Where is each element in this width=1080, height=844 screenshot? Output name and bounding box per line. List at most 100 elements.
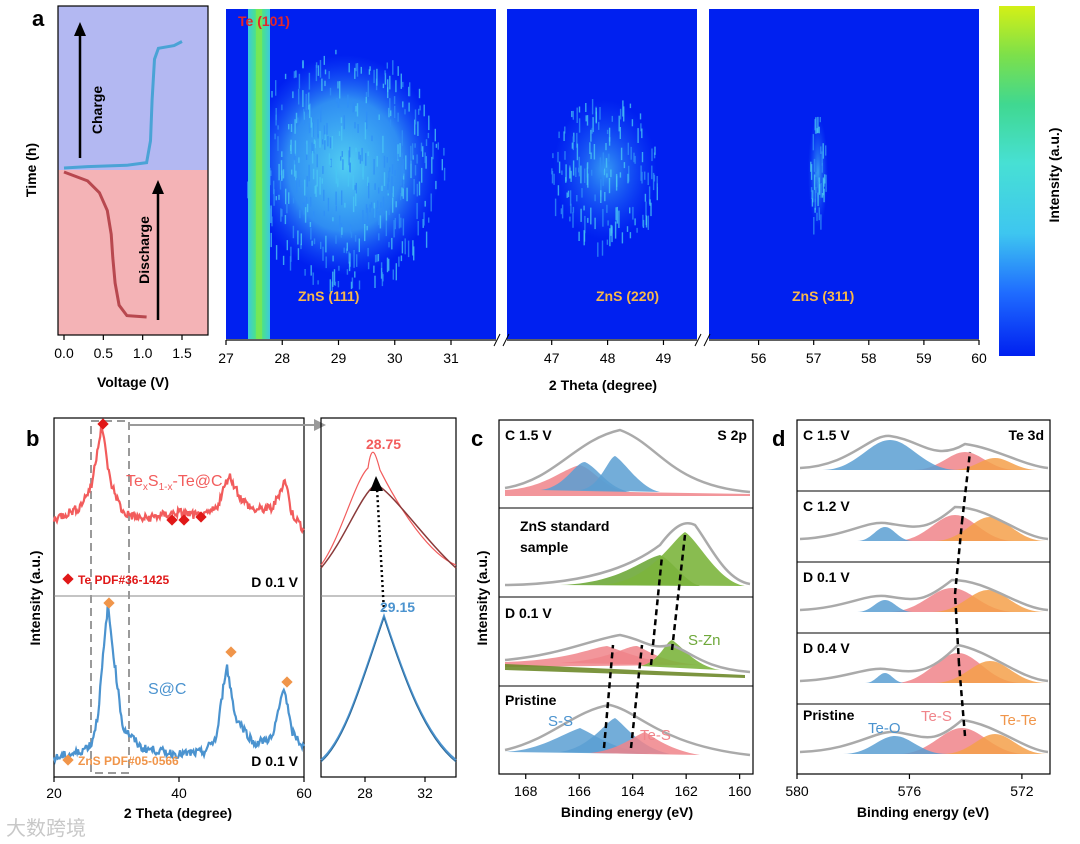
streak (400, 255, 403, 262)
contour-x-label: 2 Theta (degree) (549, 377, 657, 393)
c-shift-line-1 (602, 644, 615, 749)
d-state-c12: C 1.2 V (803, 498, 850, 514)
zns-ref-markers (103, 597, 293, 688)
panel-label-c: c (471, 426, 483, 451)
streak (411, 143, 414, 159)
streak (324, 140, 326, 150)
streak (338, 131, 341, 136)
c-row3-szn-peak (640, 640, 720, 670)
streak (324, 80, 326, 87)
streak (367, 176, 369, 186)
streak (412, 240, 414, 256)
streak (348, 261, 351, 272)
streak (386, 183, 389, 190)
streak (811, 198, 814, 207)
intensity-colorbar (999, 6, 1035, 356)
streak (286, 240, 288, 251)
streak (423, 104, 425, 117)
streak (632, 206, 634, 220)
contour-tick-label: 60 (971, 350, 987, 366)
streak (322, 166, 324, 174)
streak (402, 188, 404, 199)
streak (575, 167, 577, 177)
streak (404, 109, 406, 115)
streak (277, 125, 279, 130)
streak (327, 136, 329, 147)
d-label-teo: Te-O (868, 720, 901, 737)
streak (589, 142, 591, 154)
streak (305, 93, 307, 111)
streak (629, 207, 631, 214)
d-label-tete: Te-Te (1000, 712, 1037, 729)
contour-tick-label: 47 (544, 350, 560, 366)
streak (319, 60, 322, 78)
streak (305, 196, 308, 207)
streak (391, 237, 393, 250)
state-label-top: D 0.1 V (251, 574, 298, 590)
streak (644, 171, 646, 180)
d-teo-peak (857, 600, 913, 612)
streak (389, 167, 391, 172)
streak (347, 94, 349, 108)
streak (335, 166, 337, 173)
insitu-xrd-contour: Te (101) ZnS (111) ZnS (220) ZnS (311) 2… (218, 6, 1062, 393)
streak (820, 214, 822, 230)
streak (315, 184, 317, 197)
streak (817, 192, 819, 206)
streak (288, 192, 290, 204)
streak (337, 99, 340, 108)
streak (418, 181, 421, 196)
streak (342, 159, 344, 170)
streak (345, 248, 348, 254)
contour-noise-streaks (247, 49, 827, 293)
streak (642, 214, 644, 227)
streak (368, 182, 370, 199)
c-row3-baseline (505, 664, 745, 678)
streak (594, 217, 596, 230)
streak (374, 183, 376, 190)
streak (402, 173, 405, 180)
streak (421, 167, 423, 183)
streak (348, 63, 350, 73)
streak (414, 165, 417, 176)
axis-break-1a (493, 333, 501, 347)
streak (295, 70, 297, 78)
streak (293, 71, 296, 79)
streak (402, 81, 404, 88)
streak (319, 131, 321, 148)
streak (365, 92, 368, 98)
streak (386, 62, 388, 69)
streak (306, 140, 308, 155)
streak (313, 144, 315, 154)
panel-label-a: a (32, 6, 45, 31)
streak (281, 151, 283, 157)
streak (378, 187, 380, 194)
voltage-tick-label: 0.5 (94, 345, 114, 361)
streak (277, 136, 279, 151)
streak (584, 215, 586, 234)
streak (332, 271, 334, 287)
streak (401, 165, 403, 180)
streak (599, 107, 601, 120)
zns-marker (103, 597, 115, 609)
streak (378, 233, 380, 241)
streak (558, 131, 560, 139)
streak (584, 168, 586, 183)
streak (570, 170, 572, 182)
streak (350, 232, 353, 238)
streak (606, 129, 609, 134)
streak (602, 168, 604, 186)
streak (289, 256, 292, 271)
streak (339, 215, 341, 232)
d-envelope (799, 718, 1049, 754)
voltage-tick-label: 1.5 (172, 345, 192, 361)
streak (816, 212, 818, 221)
streak (561, 170, 563, 175)
streak (815, 171, 817, 177)
d-tick-label: 572 (1010, 783, 1034, 799)
streak (304, 179, 306, 196)
streak (623, 106, 625, 122)
streak (356, 63, 359, 77)
streak (367, 80, 369, 97)
streak (394, 170, 396, 176)
